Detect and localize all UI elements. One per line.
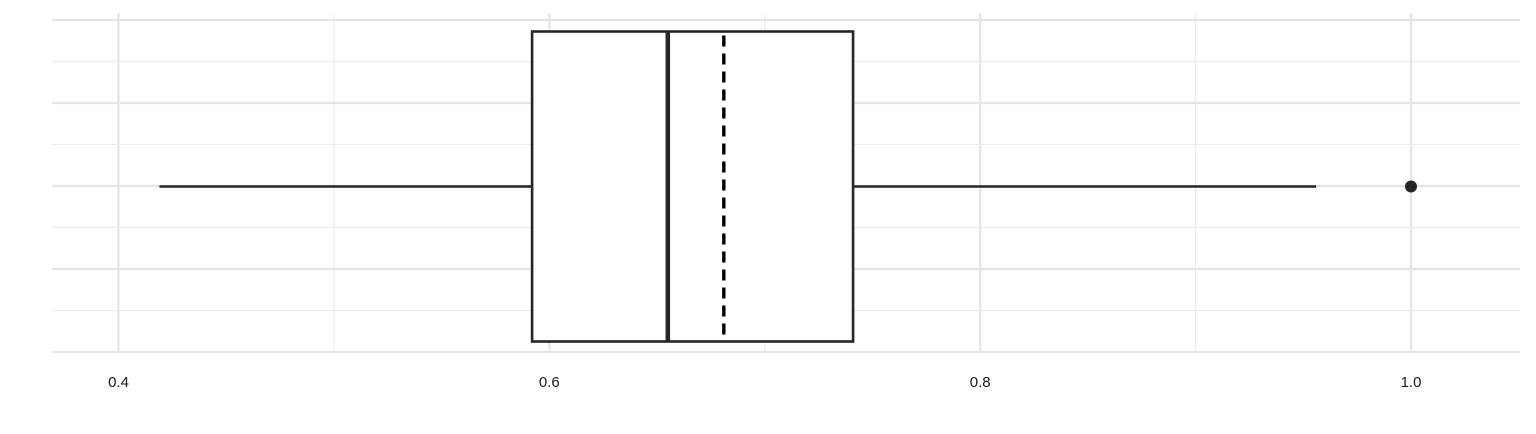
x-tick-label: 0.8: [970, 374, 991, 391]
x-tick-label: 1.0: [1401, 374, 1422, 391]
interquartile-box: [530, 30, 855, 343]
outlier-point: [1405, 180, 1417, 193]
x-tick-label: 0.6: [539, 374, 560, 391]
x-tick-label: 0.4: [108, 374, 129, 391]
boxplot-marks: [159, 30, 1417, 343]
x-axis-tick-labels: 0.4 0.6 0.8 1.0: [108, 374, 1421, 391]
